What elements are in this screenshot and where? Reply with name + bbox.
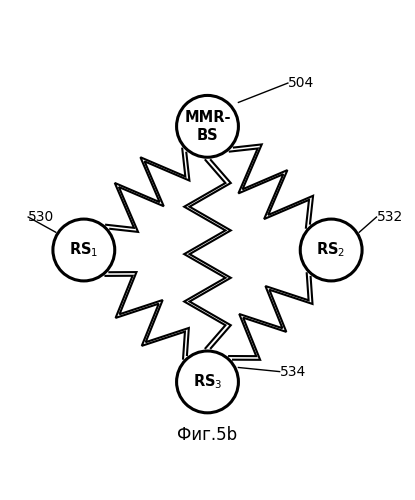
Text: MMR-
BS: MMR- BS bbox=[184, 110, 231, 142]
Text: Фиг.5b: Фиг.5b bbox=[178, 426, 237, 444]
Text: RS$_1$: RS$_1$ bbox=[69, 240, 98, 260]
Text: RS$_2$: RS$_2$ bbox=[317, 240, 346, 260]
Text: 504: 504 bbox=[288, 76, 314, 90]
Polygon shape bbox=[229, 144, 313, 228]
Circle shape bbox=[177, 351, 238, 413]
Circle shape bbox=[177, 96, 238, 157]
Circle shape bbox=[53, 219, 115, 281]
Polygon shape bbox=[105, 272, 189, 360]
Polygon shape bbox=[184, 160, 231, 349]
Text: 530: 530 bbox=[28, 210, 54, 224]
Circle shape bbox=[300, 219, 362, 281]
Text: 532: 532 bbox=[376, 210, 403, 224]
Polygon shape bbox=[105, 148, 189, 232]
Text: RS$_3$: RS$_3$ bbox=[193, 372, 222, 392]
Text: 534: 534 bbox=[280, 364, 306, 378]
Polygon shape bbox=[228, 272, 312, 360]
